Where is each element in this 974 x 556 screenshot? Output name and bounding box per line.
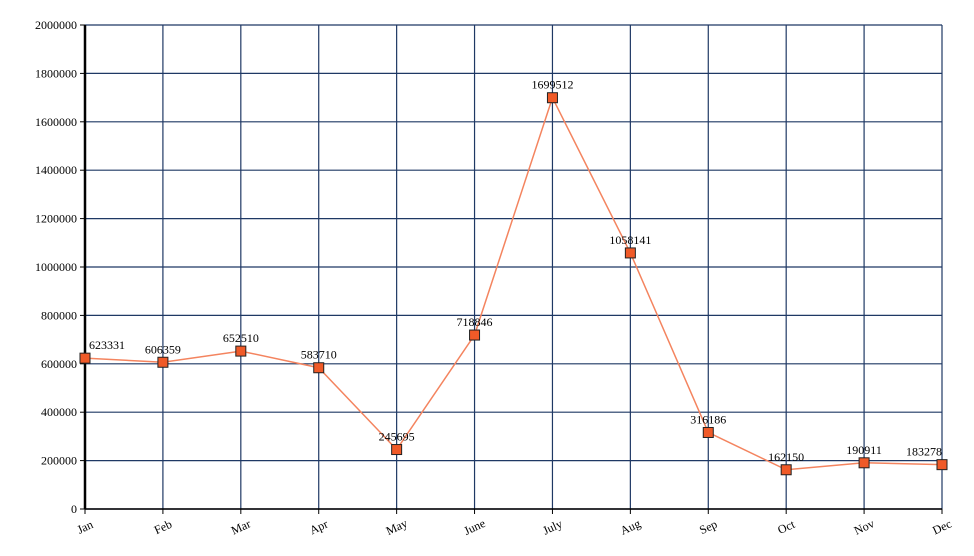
x-tick-label: May (384, 516, 410, 538)
data-label: 1699512 (531, 78, 573, 92)
marker (235, 345, 247, 357)
marker (858, 457, 870, 469)
x-tick-label: Nov (852, 516, 877, 537)
y-tick-label: 1000000 (35, 260, 77, 274)
y-tick-label: 400000 (41, 405, 77, 419)
y-tick-label: 0 (71, 502, 77, 516)
marker (624, 247, 636, 259)
data-label: 623331 (89, 338, 125, 352)
data-label: 316186 (690, 412, 726, 426)
data-label: 162150 (768, 450, 804, 464)
data-label: 1058141 (609, 233, 651, 247)
marker (936, 459, 948, 471)
marker (157, 356, 169, 368)
y-tick-label: 800000 (41, 308, 77, 322)
x-tick-label: Jan (75, 517, 95, 536)
data-label: 190911 (846, 443, 882, 457)
data-label: 606359 (145, 342, 181, 356)
x-tick-label: Mar (229, 516, 253, 537)
data-label: 245695 (379, 430, 415, 444)
marker (780, 464, 792, 476)
x-tick-label: Sep (697, 517, 719, 537)
y-tick-label: 200000 (41, 454, 77, 468)
marker (391, 444, 403, 456)
marker (546, 92, 558, 104)
marker (469, 329, 481, 341)
y-tick-label: 1200000 (35, 212, 77, 226)
marker (313, 362, 325, 374)
y-tick-label: 600000 (41, 357, 77, 371)
data-label: 183278 (906, 445, 942, 459)
x-tick-label: Aug (618, 516, 643, 537)
data-label: 718846 (457, 315, 493, 329)
y-tick-label: 1400000 (35, 163, 77, 177)
data-label: 583710 (301, 348, 337, 362)
x-tick-label: June (462, 516, 488, 538)
data-label: 652510 (223, 331, 259, 345)
marker (702, 426, 714, 438)
marker (79, 352, 91, 364)
x-tick-label: Oct (775, 517, 797, 537)
x-tick-label: Feb (152, 517, 174, 537)
x-tick-label: Dec (930, 517, 953, 538)
x-tick-label: Apr (307, 517, 330, 538)
data-line (84, 95, 943, 471)
x-tick-label: July (540, 516, 564, 537)
y-tick-label: 1800000 (35, 66, 77, 80)
y-tick-label: 1600000 (35, 115, 77, 129)
y-tick-label: 2000000 (35, 18, 77, 32)
